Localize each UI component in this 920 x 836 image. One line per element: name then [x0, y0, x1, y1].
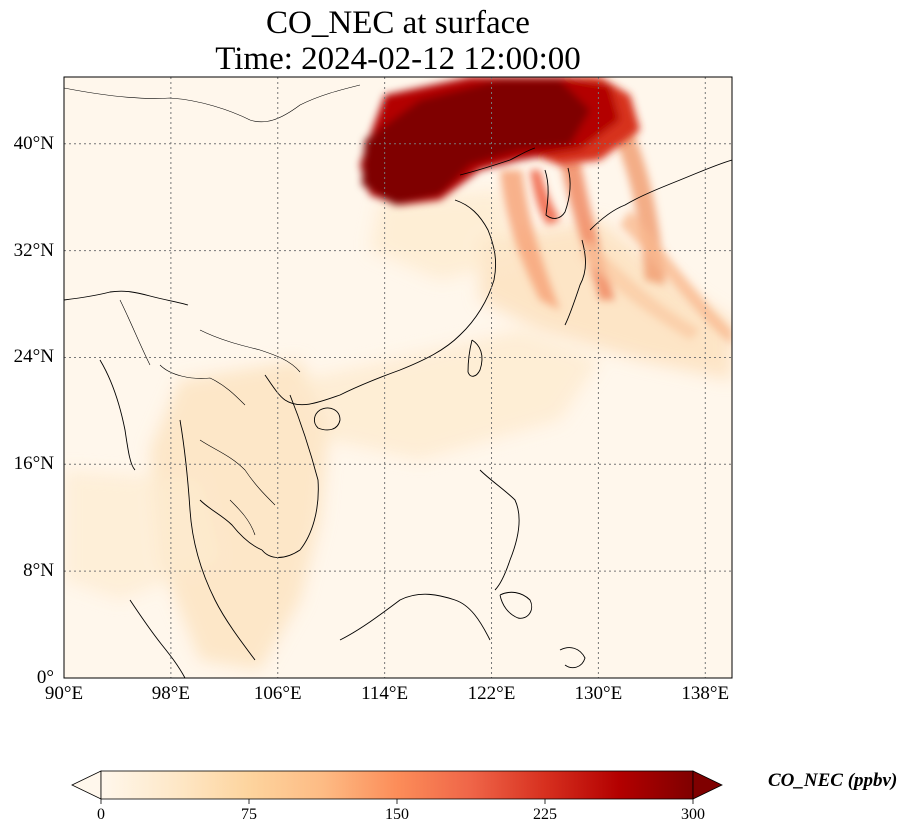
colorbar-tick-label: 75 [241, 806, 257, 823]
gridlines [64, 77, 732, 678]
colorbar-tick-label: 150 [385, 806, 409, 823]
lon-tick-label: 130°E [574, 683, 623, 704]
co-plume-bands [500, 105, 732, 345]
country-borders [64, 84, 361, 536]
lon-tick-label: 114°E [361, 683, 409, 704]
colorbar-label: CO_NEC (ppbv) [768, 770, 898, 791]
lat-tick-label: 0° [36, 667, 54, 688]
map-time-subtitle: Time: 2024-02-12 12:00:00 [215, 41, 581, 77]
lon-tick-label: 98°E [151, 683, 190, 704]
lat-tick-label: 24°N [13, 346, 54, 368]
colorbar-max-extend [692, 770, 723, 800]
colorbar-min-extend [71, 770, 102, 800]
co-high-plume [360, 77, 640, 225]
map-frame [63, 76, 733, 679]
lon-tick-label: 90°E [44, 683, 84, 704]
colorbar-tick-label: 0 [97, 806, 105, 823]
map-title: CO_NEC at surface [266, 5, 530, 41]
colorbar-bar [100, 770, 694, 800]
lon-tick-label: 138°E [681, 683, 730, 704]
lon-tick-label: 106°E [253, 683, 302, 704]
colorbar-tick-label: 225 [533, 806, 557, 823]
lat-tick-label: 40°N [13, 132, 54, 154]
lat-tick-label: 8°N [23, 560, 54, 582]
lat-tick-label: 32°N [13, 239, 54, 261]
coastlines [64, 147, 732, 678]
concentration-map [63, 76, 733, 679]
lat-tick-label: 16°N [13, 453, 54, 475]
lon-tick-label: 122°E [467, 683, 516, 704]
colorbar-tick-label: 300 [681, 806, 705, 823]
